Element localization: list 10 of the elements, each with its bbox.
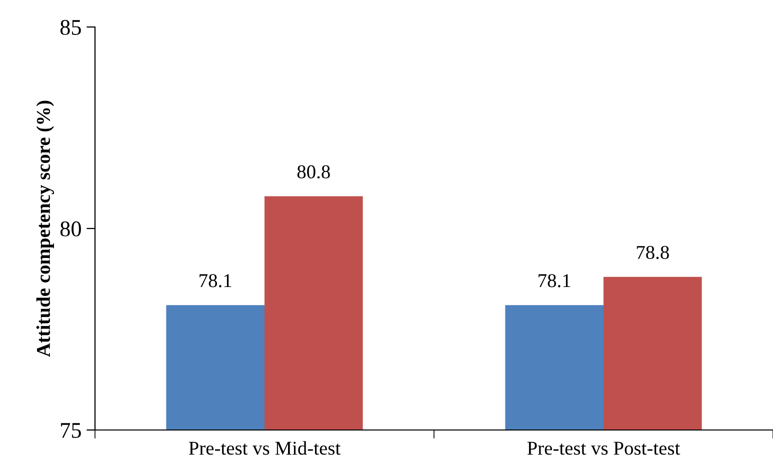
data-label: 78.8 [636, 246, 669, 260]
y-tick-label: 75 [61, 423, 81, 438]
data-label: 80.8 [297, 165, 330, 179]
x-tick-label: Pre-test vs Post-test [527, 442, 680, 455]
y-tick-label: 80 [60, 221, 81, 236]
y-tick-label: 85 [60, 20, 81, 35]
data-label: 78.1 [200, 274, 232, 288]
data-label: 78.1 [538, 274, 570, 288]
x-tick-label: Pre-test vs Mid-test [188, 441, 341, 455]
y-axis-title: Attitude competency score (%) [36, 100, 54, 357]
